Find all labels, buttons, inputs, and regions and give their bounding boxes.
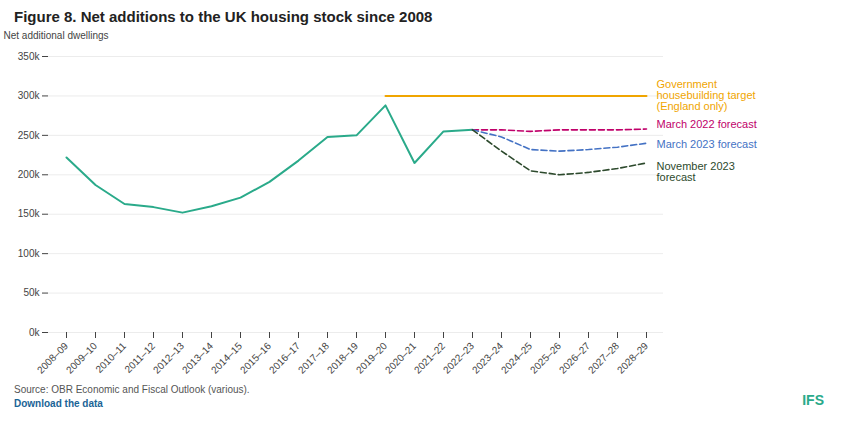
svg-text:2019–20: 2019–20 (353, 340, 390, 376)
svg-text:2008–09: 2008–09 (34, 340, 71, 376)
html-text:Download the data: Download the data (14, 398, 103, 409)
svg-text:November 2023forecast: November 2023forecast (657, 160, 735, 183)
svg-text:2010–11: 2010–11 (93, 340, 128, 375)
svg-text:2016–17: 2016–17 (266, 340, 303, 376)
svg-text:2024–25: 2024–25 (498, 340, 535, 376)
svg-text:2012–13: 2012–13 (150, 340, 187, 376)
svg-text:2028–29: 2028–29 (615, 340, 651, 376)
html-text:Figure 8. Net additions to the: Figure 8. Net additions to the UK housin… (14, 8, 433, 25)
svg-text:2026–27: 2026–27 (556, 340, 593, 376)
svg-text:2020–21: 2020–21 (382, 340, 419, 376)
svg-text:2022–23: 2022–23 (440, 340, 477, 376)
svg-text:March 2022 forecast: March 2022 forecast (657, 118, 757, 130)
svg-text:100k: 100k (18, 248, 41, 259)
svg-text:2025–26: 2025–26 (527, 340, 564, 376)
svg-text:2021–22: 2021–22 (411, 340, 448, 376)
svg-text:2015–16: 2015–16 (237, 340, 274, 376)
svg-text:300k: 300k (18, 90, 41, 101)
html-text:Source: OBR Economic and Fisca: Source: OBR Economic and Fiscal Outlook … (14, 384, 250, 395)
svg-text:2009–10: 2009–10 (64, 340, 100, 376)
svg-text:2018–19: 2018–19 (324, 340, 361, 376)
svg-text:2014–15: 2014–15 (208, 340, 245, 376)
svg-text:2027–28: 2027–28 (585, 340, 622, 376)
svg-text:350k: 350k (18, 51, 41, 62)
svg-text:2017–18: 2017–18 (295, 340, 332, 376)
svg-text:250k: 250k (18, 130, 41, 141)
svg-text:2013–14: 2013–14 (179, 340, 216, 376)
svg-text:2011–12: 2011–12 (122, 340, 158, 375)
svg-text:200k: 200k (18, 169, 41, 180)
svg-text:0k: 0k (29, 327, 41, 338)
html-text:IFS: IFS (802, 392, 824, 408)
svg-text:Net additional dwellings: Net additional dwellings (4, 30, 109, 41)
svg-text:2023–24: 2023–24 (469, 340, 506, 376)
svg-text:Governmenthousebuilding target: Governmenthousebuilding target(England o… (657, 78, 756, 112)
svg-text:50k: 50k (23, 287, 40, 298)
svg-text:150k: 150k (18, 208, 41, 219)
svg-text:March 2023 forecast: March 2023 forecast (657, 138, 757, 150)
